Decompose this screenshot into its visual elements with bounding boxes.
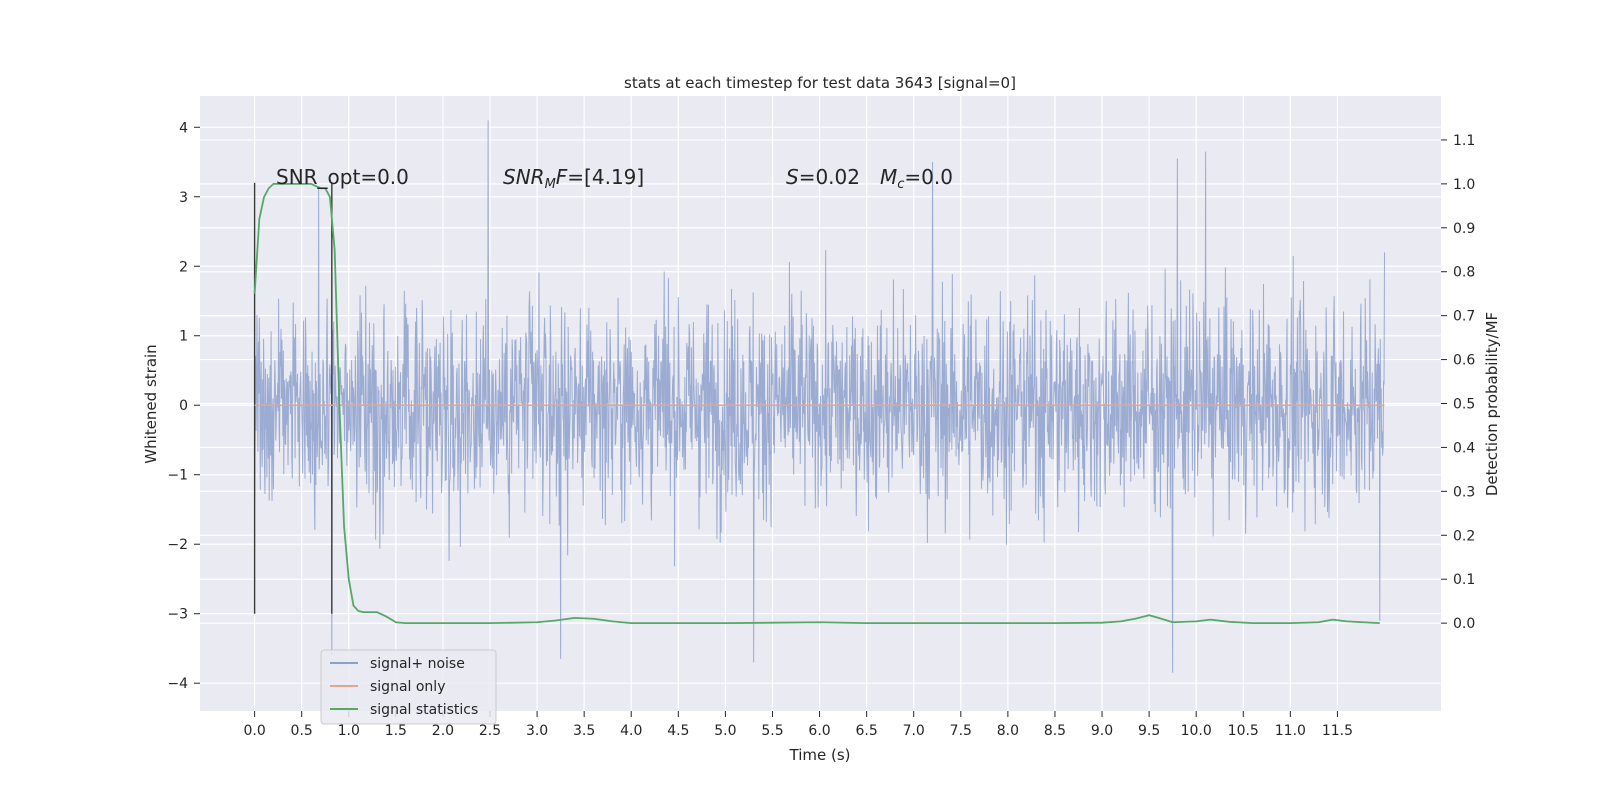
y-ticks-left: 4 3 2 1 0 −1 −2 −3 −4 (167, 120, 200, 692)
x-tick-label: 4.0 (620, 723, 642, 739)
annotation-snr-mf-subscript: M (545, 177, 556, 192)
x-tick-label: 0.5 (291, 723, 313, 739)
noise-layer (254, 120, 1386, 673)
legend: signal+ noise signal only signal statist… (320, 649, 497, 725)
annotation-mc-subscript: c (897, 177, 904, 192)
y-tick-label-right: 0.0 (1453, 616, 1475, 632)
x-tick-label: 5.5 (761, 723, 783, 739)
annotation-mc-value: =0.0 (904, 165, 953, 189)
annotation-s: S=0.02 (786, 165, 860, 189)
x-tick-label: 10.5 (1228, 723, 1259, 739)
annotation-s-value: =0.02 (799, 165, 860, 189)
x-tick-label: 11.0 (1275, 723, 1306, 739)
y-tick-label-right: 0.9 (1453, 221, 1475, 237)
y-tick-label-left: −2 (167, 537, 188, 553)
y-tick-label-right: 1.0 (1453, 177, 1475, 193)
annotation-mc: Mc=0.0 (880, 165, 953, 192)
y-tick-label-left: 1 (179, 329, 188, 345)
y-ticks-right: 1.1 1.0 0.9 0.8 0.7 0.6 0.5 0.4 0.3 0.2 0.1 0.0 (1441, 133, 1475, 632)
x-tick-label: 2.5 (479, 723, 501, 739)
x-tick-label: 4.5 (667, 723, 689, 739)
y-tick-label-left: 4 (179, 120, 188, 136)
annotation-snr-mf: SNRMF=[4.19] (503, 165, 644, 192)
x-tick-label: 7.5 (950, 723, 972, 739)
x-tick-label: 9.5 (1138, 723, 1160, 739)
y-axis-label-left: Whitened strain (142, 344, 160, 463)
x-tick-label: 3.5 (573, 723, 595, 739)
marker-layer (253, 182, 333, 614)
x-tick-label: 8.5 (1044, 723, 1066, 739)
x-tick-label: 6.0 (808, 723, 830, 739)
legend-label-signal-statistics: signal statistics (370, 702, 478, 718)
y-tick-label-left: −1 (167, 468, 188, 484)
x-tick-label: 9.0 (1091, 723, 1113, 739)
x-tick-label: 6.5 (856, 723, 878, 739)
y-tick-label-right: 0.5 (1453, 397, 1475, 413)
annotation-mc-symbol: M (880, 165, 897, 189)
y-tick-label-left: 0 (179, 398, 188, 414)
annotation-snr-mf-symbol-2: F (556, 165, 568, 189)
annotation-snr-mf-symbol: SNR (503, 165, 545, 189)
x-tick-label: 2.0 (432, 723, 454, 739)
y-tick-label-right: 0.4 (1453, 440, 1475, 456)
y-tick-label-right: 0.7 (1453, 309, 1475, 325)
annotation-snr-opt: SNR_opt=0.0 (276, 165, 409, 189)
y-tick-label-right: 0.6 (1453, 353, 1475, 369)
chart-title: stats at each timestep for test data 364… (624, 74, 1016, 92)
series-signal-statistics-line (253, 182, 1380, 625)
annotation-snr-mf-value: =[4.19] (567, 165, 644, 189)
y-tick-label-right: 1.1 (1453, 133, 1475, 149)
y-tick-label-left: 3 (179, 190, 188, 206)
legend-box (320, 649, 497, 725)
line-layer (253, 182, 1385, 625)
legend-label-signal-noise: signal+ noise (370, 656, 465, 672)
y-tick-label-right: 0.8 (1453, 265, 1475, 281)
annotation-s-symbol: S (786, 165, 799, 189)
x-tick-label: 3.0 (526, 723, 548, 739)
legend-label-signal-only: signal only (370, 679, 445, 695)
x-tick-label: 5.0 (714, 723, 736, 739)
series-signal-noise-line (254, 120, 1386, 673)
y-tick-label-left: −3 (167, 607, 188, 623)
x-tick-label: 7.0 (903, 723, 925, 739)
y-tick-label-left: −4 (167, 676, 188, 692)
x-tick-label: 1.0 (338, 723, 360, 739)
x-tick-label: 10.0 (1181, 723, 1212, 739)
y-axis-label-right: Detection probability/MF (1483, 312, 1501, 496)
x-ticks: 0.0 0.5 1.0 1.5 2.0 2.5 3.0 3.5 4.0 4.5 5.0 5.5 6.0 6… (243, 711, 1353, 739)
x-axis-label: Time (s) (789, 746, 851, 764)
x-tick-label: 1.5 (385, 723, 407, 739)
y-tick-label-right: 0.1 (1453, 572, 1475, 588)
y-tick-label-right: 0.3 (1453, 484, 1475, 500)
x-tick-label: 0.0 (243, 723, 265, 739)
y-tick-label-left: 2 (179, 259, 188, 275)
x-tick-label: 11.5 (1322, 723, 1353, 739)
y-tick-label-right: 0.2 (1453, 528, 1475, 544)
x-tick-label: 8.0 (997, 723, 1019, 739)
